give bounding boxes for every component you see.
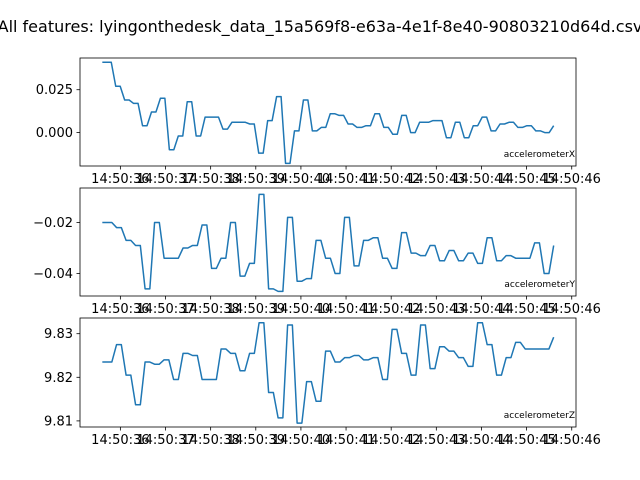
x-tick-label: 14:50:39 (227, 433, 285, 448)
figure-title: All features: lyingonthedesk_data_15a569… (0, 17, 640, 37)
x-tick-label: 14:50:37 (136, 433, 194, 448)
x-tick-label: 14:50:46 (543, 302, 601, 317)
subplots: 0.0250.00014:50:3614:50:3714:50:3814:50:… (33, 57, 601, 448)
x-tick-label: 14:50:38 (181, 433, 239, 448)
x-tick-label: 14:50:36 (91, 172, 149, 187)
x-tick-label: 14:50:38 (181, 302, 239, 317)
x-tick-label: 14:50:41 (317, 433, 375, 448)
y-tick-label: −0.04 (33, 267, 73, 282)
legend-label: accelerometerY (504, 280, 575, 290)
y-tick-label: 9.83 (44, 327, 73, 342)
y-tick-label: 9.82 (44, 371, 73, 386)
x-tick-label: 14:50:37 (136, 302, 194, 317)
x-tick-label: 14:50:39 (227, 302, 285, 317)
subplot-1: 0.0250.00014:50:3614:50:3714:50:3814:50:… (36, 57, 601, 187)
series-line-accelerometerX (102, 61, 555, 165)
series-line-accelerometerY (102, 193, 555, 293)
x-tick-label: 14:50:43 (407, 302, 465, 317)
x-tick-label: 14:50:46 (543, 433, 601, 448)
x-tick-label: 14:50:38 (181, 172, 239, 187)
x-tick-label: 14:50:36 (91, 433, 149, 448)
x-tick-label: 14:50:40 (272, 302, 330, 317)
x-tick-label: 14:50:45 (497, 172, 555, 187)
legend-label: accelerometerZ (504, 411, 575, 421)
x-tick-label: 14:50:44 (452, 172, 510, 187)
x-tick-label: 14:50:45 (497, 302, 555, 317)
x-tick-label: 14:50:41 (317, 172, 375, 187)
y-tick-label: 9.81 (44, 414, 73, 429)
series-line-accelerometerZ (102, 322, 555, 424)
x-tick-label: 14:50:42 (362, 302, 420, 317)
x-tick-label: 14:50:41 (317, 302, 375, 317)
x-tick-label: 14:50:44 (452, 433, 510, 448)
legend-label: accelerometerX (504, 150, 575, 160)
x-tick-label: 14:50:42 (362, 172, 420, 187)
axes-frame (79, 57, 577, 167)
x-tick-label: 14:50:39 (227, 172, 285, 187)
x-tick-label: 14:50:43 (407, 172, 465, 187)
subplot-2: −0.02−0.0414:50:3614:50:3714:50:3814:50:… (33, 187, 601, 317)
x-tick-label: 14:50:46 (543, 172, 601, 187)
axes-frame (79, 317, 577, 428)
axes-frame (79, 187, 577, 297)
x-tick-label: 14:50:36 (91, 302, 149, 317)
y-tick-label: −0.02 (33, 216, 73, 231)
x-tick-label: 14:50:43 (407, 433, 465, 448)
x-tick-label: 14:50:44 (452, 302, 510, 317)
subplot-3: 9.839.829.8114:50:3614:50:3714:50:3814:5… (44, 317, 601, 448)
x-tick-label: 14:50:37 (136, 172, 194, 187)
y-tick-label: 0.000 (36, 126, 73, 141)
x-tick-label: 14:50:42 (362, 433, 420, 448)
x-tick-label: 14:50:40 (272, 172, 330, 187)
x-tick-label: 14:50:40 (272, 433, 330, 448)
y-tick-label: 0.025 (36, 83, 73, 98)
x-tick-label: 14:50:45 (497, 433, 555, 448)
